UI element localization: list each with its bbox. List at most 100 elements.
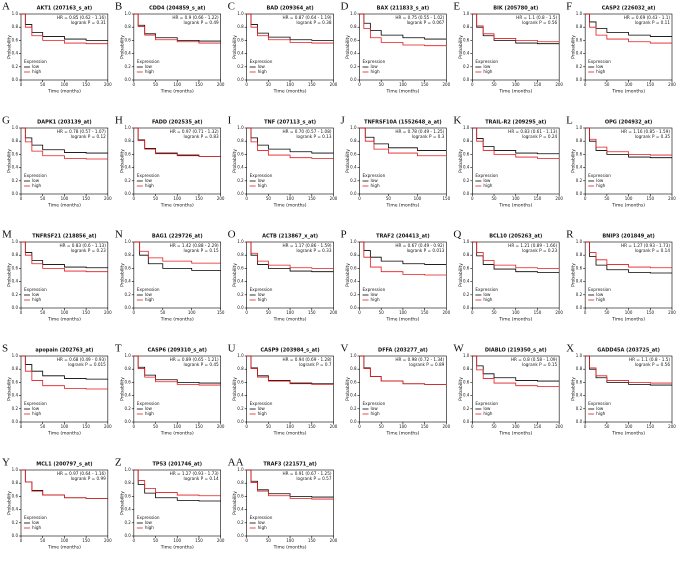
panel-title: TRAF3 (221571_at) bbox=[263, 462, 316, 468]
x-tick-label: 200 bbox=[104, 82, 112, 87]
survival-curve bbox=[246, 241, 334, 273]
legend-title: Expression bbox=[588, 401, 611, 406]
legend-title: Expression bbox=[137, 59, 160, 64]
x-tick-label: 150 bbox=[534, 196, 542, 201]
survival-curve bbox=[472, 241, 560, 273]
x-tick-label: 200 bbox=[668, 82, 676, 87]
legend-label: low bbox=[145, 520, 153, 525]
y-tick-label: 0.2 bbox=[237, 292, 244, 297]
x-axis-label: Time (months) bbox=[47, 431, 81, 437]
y-tick-label: 0.6 bbox=[350, 37, 357, 42]
x-tick-label: 150 bbox=[217, 310, 225, 315]
y-axis-label: Probability bbox=[345, 263, 351, 287]
km-panel: L OPG (204932_at) 0.0 0.2 0.4 0.6 0.8 1.0 0 50 100… bbox=[566, 115, 676, 209]
y-tick-label: 0.4 bbox=[12, 165, 19, 170]
panel-letter: A bbox=[2, 1, 10, 13]
legend-label: low bbox=[145, 292, 153, 297]
y-tick-label: 1.0 bbox=[576, 239, 583, 244]
survival-curve bbox=[359, 355, 447, 385]
y-tick-label: 0.0 bbox=[12, 77, 19, 82]
legend-title: Expression bbox=[24, 287, 47, 292]
hazard-ratio: HR = 0.70 (0.57 - 1.08) bbox=[283, 129, 332, 134]
y-tick-label: 0.4 bbox=[237, 51, 244, 56]
legend-label: low bbox=[32, 178, 40, 183]
y-tick-label: 0.0 bbox=[237, 533, 244, 538]
x-tick-label: 200 bbox=[668, 310, 676, 315]
x-axis-label: Time (months) bbox=[498, 317, 532, 323]
x-tick-label: 150 bbox=[82, 310, 90, 315]
x-tick-label: 0 bbox=[358, 196, 361, 201]
x-tick-label: 0 bbox=[584, 424, 587, 429]
x-tick-label: 200 bbox=[330, 424, 338, 429]
x-axis-label: Time (months) bbox=[160, 89, 194, 95]
km-panel: T CASP6 (209310_s_at) 0.0 0.2 0.4 0.6 0.8 1.0 0 5… bbox=[115, 343, 225, 437]
hazard-ratio: HR = 1.1 (0.8 - 1.5) bbox=[629, 357, 670, 362]
y-tick-label: 1.0 bbox=[12, 353, 19, 358]
x-tick-label: 100 bbox=[399, 82, 407, 87]
y-tick-label: 0.8 bbox=[350, 138, 357, 143]
panel-letter: J bbox=[341, 115, 346, 127]
x-tick-label: 50 bbox=[153, 538, 159, 543]
x-tick-label: 100 bbox=[625, 424, 633, 429]
x-tick-label: 100 bbox=[286, 196, 294, 201]
logrank-p: logrank P = 0.56 bbox=[635, 362, 670, 367]
legend-title: Expression bbox=[588, 287, 611, 292]
panel-letter: E bbox=[453, 1, 460, 13]
panel-letter: H bbox=[115, 115, 123, 127]
hazard-ratio: HR = 0.89 (0.65 - 1.21) bbox=[170, 357, 219, 362]
legend-label: high bbox=[596, 297, 605, 302]
x-tick-label: 100 bbox=[625, 310, 633, 315]
legend-label: high bbox=[32, 297, 41, 302]
logrank-p: logrank P = 0.067 bbox=[407, 20, 445, 25]
y-tick-label: 0.4 bbox=[12, 393, 19, 398]
legend-label: low bbox=[483, 178, 491, 183]
y-tick-label: 0.0 bbox=[237, 305, 244, 310]
y-tick-label: 0.0 bbox=[350, 305, 357, 310]
x-axis-label: Time (months) bbox=[385, 317, 419, 323]
hazard-ratio: HR = 0.83 (0.6 - 1.13) bbox=[60, 243, 107, 248]
y-tick-label: 0.2 bbox=[237, 520, 244, 525]
x-tick-label: 100 bbox=[61, 82, 69, 87]
y-tick-label: 0.4 bbox=[350, 393, 357, 398]
y-tick-label: 0.6 bbox=[124, 265, 131, 270]
km-panel: U CASP9 (203984_s_at) 0.0 0.2 0.4 0.6 0.8 1.0 0 5… bbox=[228, 343, 338, 437]
survival-curve bbox=[585, 127, 672, 159]
y-tick-label: 0.6 bbox=[124, 493, 131, 498]
y-tick-label: 0.2 bbox=[124, 520, 131, 525]
hazard-ratio: HR = 0.68 (0.49 - 0.93) bbox=[57, 357, 106, 362]
y-tick-label: 0.8 bbox=[124, 480, 131, 485]
y-tick-label: 0.8 bbox=[463, 138, 470, 143]
hazard-ratio: HR = 1.17 (0.86 - 1.59) bbox=[283, 243, 332, 248]
x-tick-label: 100 bbox=[286, 424, 294, 429]
y-tick-label: 1.0 bbox=[350, 11, 357, 16]
survival-curve bbox=[21, 127, 108, 160]
y-tick-label: 0.4 bbox=[12, 279, 19, 284]
x-tick-label: 150 bbox=[646, 196, 654, 201]
y-axis-label: Probability bbox=[7, 377, 13, 401]
y-tick-label: 0.2 bbox=[350, 292, 357, 297]
y-tick-label: 1.0 bbox=[463, 125, 470, 130]
x-tick-label: 150 bbox=[308, 82, 316, 87]
legend-label: low bbox=[596, 406, 604, 411]
x-tick-label: 0 bbox=[133, 424, 136, 429]
panel-title: CASP9 (203984_s_at) bbox=[260, 348, 319, 354]
y-tick-label: 0.8 bbox=[350, 366, 357, 371]
y-tick-label: 0.2 bbox=[124, 406, 131, 411]
x-tick-label: 0 bbox=[20, 310, 23, 315]
panel-letter: C bbox=[228, 1, 235, 13]
legend-label: high bbox=[596, 183, 605, 188]
y-tick-label: 0.0 bbox=[576, 305, 583, 310]
x-axis-label: Time (months) bbox=[498, 431, 532, 437]
km-panel: G DAPK1 (203139_at) 0.0 0.2 0.4 0.6 0.8 1.0 0 50 1… bbox=[2, 115, 112, 209]
x-tick-label: 50 bbox=[604, 82, 610, 87]
y-tick-label: 0.2 bbox=[350, 64, 357, 69]
logrank-p: logrank P = 0.31 bbox=[71, 20, 106, 25]
legend-label: high bbox=[32, 69, 41, 74]
y-tick-label: 0.6 bbox=[350, 265, 357, 270]
x-tick-label: 100 bbox=[512, 310, 520, 315]
x-axis-label: Time (months) bbox=[611, 203, 645, 209]
y-tick-label: 0.6 bbox=[124, 151, 131, 156]
x-tick-label: 200 bbox=[104, 310, 112, 315]
panel-title: TP53 (201746_at) bbox=[153, 462, 202, 468]
x-axis-label: Time (months) bbox=[47, 203, 81, 209]
